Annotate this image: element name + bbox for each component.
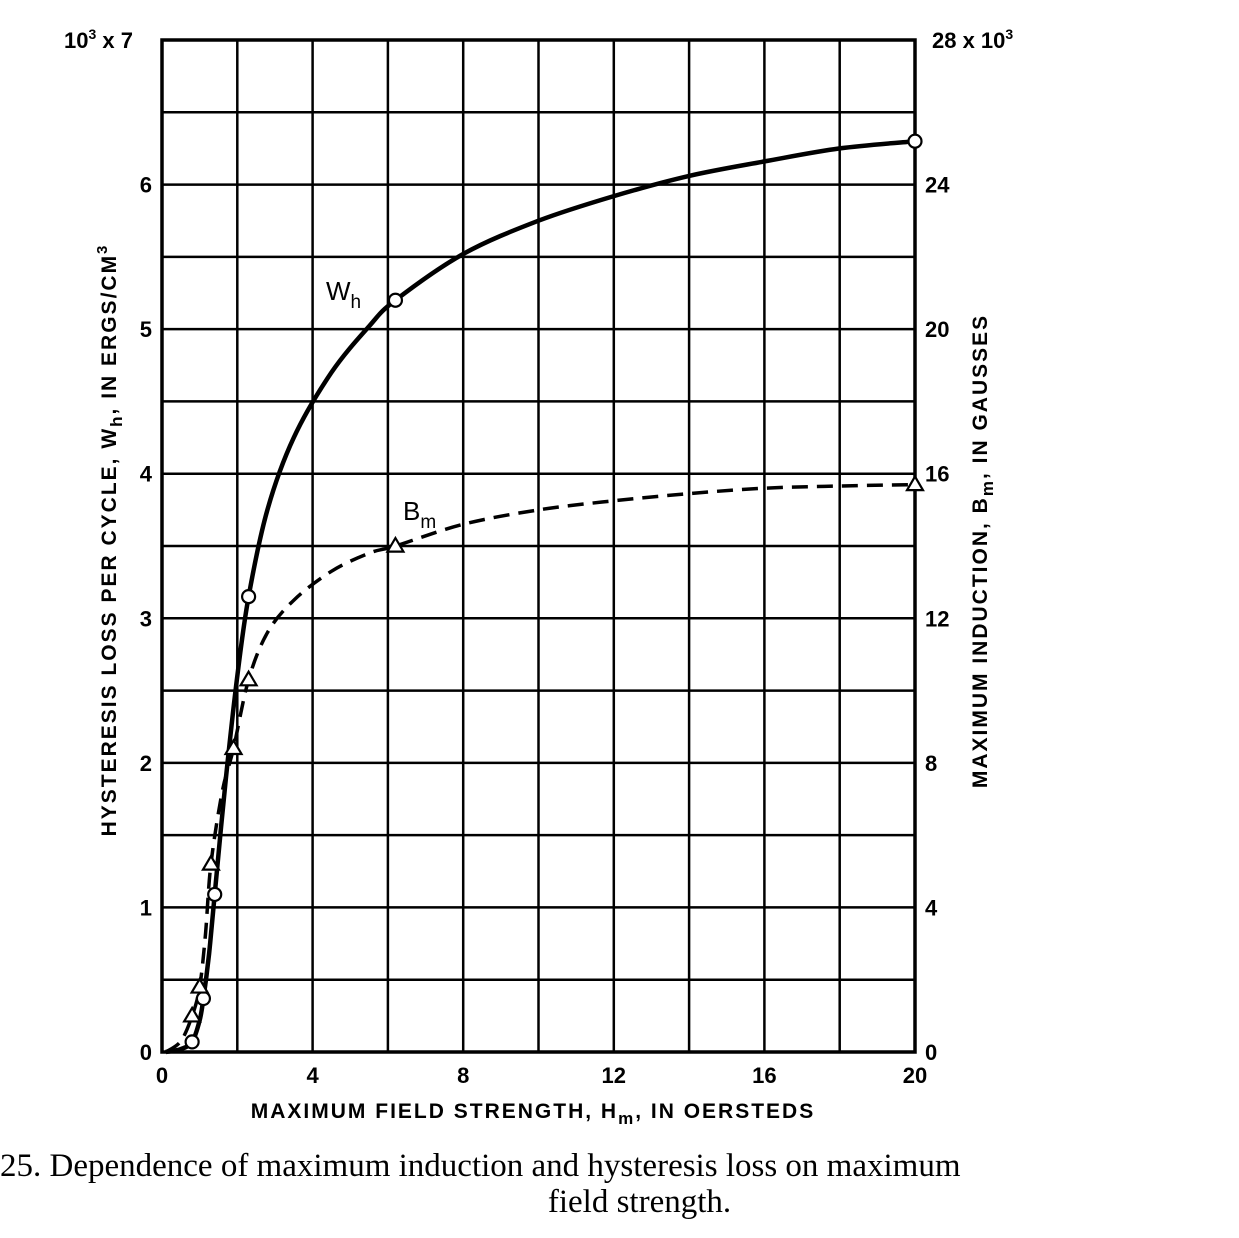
x-tick-label: 20 bbox=[903, 1063, 927, 1088]
right-axis-ticks: 0 4 8 12 16 20 24 bbox=[925, 173, 950, 1065]
left-axis-title-sup: 3 bbox=[94, 244, 111, 254]
series-label-wh-sub: h bbox=[351, 292, 362, 313]
right-axis-title: MAXIMUM INDUCTION, Bm, IN GAUSSES bbox=[969, 314, 997, 788]
left-axis-title-tail: , IN ERGS/CM bbox=[98, 254, 121, 415]
series-markers bbox=[182, 133, 925, 1050]
x-tick-label: 4 bbox=[306, 1063, 319, 1088]
right-tick-label: 4 bbox=[925, 895, 938, 920]
right-axis-multiplier: 28 x 103 bbox=[932, 26, 1013, 53]
series-label-wh-name: W bbox=[326, 276, 351, 306]
right-tick-label: 8 bbox=[925, 751, 937, 776]
right-tick-label: 12 bbox=[925, 606, 949, 631]
left-tick-label: 0 bbox=[140, 1040, 152, 1065]
right-tick-label: 20 bbox=[925, 317, 949, 342]
data-point-wh bbox=[195, 990, 212, 1007]
grid-lines bbox=[160, 38, 917, 1054]
right-tick-label: 0 bbox=[925, 1040, 937, 1065]
left-tick-label: 4 bbox=[140, 462, 153, 487]
x-axis-ticks: 0 4 8 12 16 20 bbox=[156, 1063, 927, 1088]
series-label-wh: Wh bbox=[326, 276, 361, 313]
left-tick-label: 1 bbox=[140, 895, 152, 920]
left-axis-title-main: HYSTERESIS LOSS PER CYCLE, W bbox=[98, 427, 121, 837]
data-point-bm bbox=[189, 976, 210, 994]
x-axis-title-tail: , IN OERSTEDS bbox=[635, 1100, 815, 1123]
series-line-wh bbox=[165, 138, 916, 1055]
x-axis-title: MAXIMUM FIELD STRENGTH, Hm, IN OERSTEDS bbox=[251, 1100, 815, 1128]
x-tick-label: 0 bbox=[156, 1063, 168, 1088]
data-point-bm bbox=[238, 669, 259, 687]
plot-border bbox=[160, 38, 917, 1054]
data-point-bm bbox=[385, 535, 406, 553]
left-tick-label: 5 bbox=[140, 317, 152, 342]
right-multiplier-exp: 3 bbox=[1005, 26, 1013, 42]
series-label-bm-name: B bbox=[403, 496, 420, 526]
data-point-wh bbox=[240, 588, 257, 605]
data-point-bm bbox=[223, 738, 244, 756]
series-line-bm bbox=[164, 482, 916, 1054]
plot-frame bbox=[160, 38, 917, 1054]
data-point-bm bbox=[201, 853, 221, 871]
left-axis-title-sub: h bbox=[107, 414, 126, 426]
data-point-bm bbox=[905, 474, 925, 492]
right-axis-title-tail: , IN GAUSSES bbox=[969, 314, 992, 479]
left-multiplier-tail: x 7 bbox=[96, 28, 133, 53]
caption-line-1: 25. Dependence of maximum induction and … bbox=[0, 1148, 961, 1184]
left-axis-multiplier: 103 x 7 bbox=[64, 26, 133, 53]
left-tick-label: 2 bbox=[140, 751, 152, 776]
x-axis-title-main: MAXIMUM FIELD STRENGTH, H bbox=[251, 1100, 618, 1123]
right-axis-title-sub: m bbox=[978, 479, 997, 496]
x-tick-label: 12 bbox=[602, 1063, 626, 1088]
x-axis-title-sub: m bbox=[618, 1109, 635, 1128]
right-multiplier-head: 28 x 10 bbox=[932, 28, 1005, 53]
left-tick-label: 6 bbox=[140, 173, 152, 198]
x-tick-label: 8 bbox=[457, 1063, 469, 1088]
right-tick-label: 16 bbox=[925, 462, 949, 487]
series-lines bbox=[164, 138, 916, 1055]
data-point-wh bbox=[387, 292, 404, 308]
left-multiplier-base: 10 bbox=[64, 28, 88, 53]
data-point-bm bbox=[182, 1005, 203, 1023]
right-tick-label: 24 bbox=[925, 173, 950, 198]
series-label-bm-sub: m bbox=[420, 512, 436, 533]
caption-line-2: field strength. bbox=[547, 1184, 732, 1220]
x-tick-label: 16 bbox=[752, 1063, 776, 1088]
left-tick-label: 3 bbox=[140, 606, 152, 631]
data-point-wh bbox=[207, 886, 223, 903]
series-label-bm: Bm bbox=[403, 496, 436, 533]
data-point-wh bbox=[907, 133, 923, 149]
left-axis-title: HYSTERESIS LOSS PER CYCLE, Wh, IN ERGS/C… bbox=[94, 244, 126, 837]
data-point-wh bbox=[184, 1034, 200, 1050]
right-axis-title-main: MAXIMUM INDUCTION, B bbox=[969, 496, 992, 788]
left-multiplier-exp: 3 bbox=[88, 26, 96, 42]
left-axis-ticks: 0 1 2 3 4 5 6 bbox=[140, 173, 153, 1065]
